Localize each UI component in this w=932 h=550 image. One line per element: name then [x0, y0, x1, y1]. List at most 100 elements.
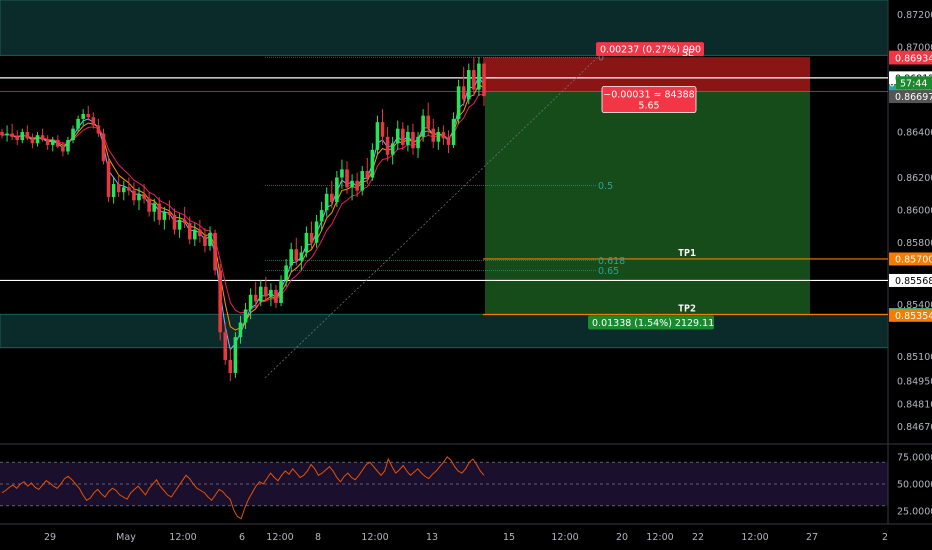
- candle-body: [319, 210, 324, 222]
- candle-body: [345, 169, 349, 188]
- candle-body: [50, 140, 55, 145]
- candle-body: [218, 270, 222, 333]
- rsi-line: [1, 456, 485, 520]
- time-tick-label: 12:00: [169, 532, 196, 543]
- time-tick-label: 22: [692, 532, 704, 543]
- candle-body: [132, 190, 136, 201]
- stop-loss-zone: [485, 57, 810, 92]
- candle-body: [314, 221, 319, 243]
- candle-body: [40, 135, 45, 141]
- take-profit-label: TP1: [678, 248, 696, 259]
- candle-body: [152, 203, 157, 212]
- candle-body: [294, 249, 299, 261]
- candle-body: [0, 131, 4, 136]
- candle-body: [401, 128, 405, 145]
- candle-body: [360, 171, 365, 191]
- candle-body: [15, 136, 20, 141]
- price-badge: [889, 273, 932, 287]
- candle-body: [101, 133, 106, 162]
- time-tick-label: 12:00: [551, 532, 578, 543]
- candle-body: [446, 138, 451, 145]
- candle-body: [264, 286, 268, 297]
- candle-body: [279, 280, 283, 303]
- candle-body: [466, 70, 471, 100]
- time-tick-label: 27: [806, 532, 818, 543]
- candle-body: [96, 125, 101, 134]
- price-badge: [889, 308, 932, 322]
- candle-body: [375, 122, 380, 150]
- time-tick-label: 12:00: [646, 532, 673, 543]
- candle-body: [25, 131, 30, 139]
- candle-body: [167, 211, 172, 215]
- entry-label-line1: −0.00031 ≈ 84388: [603, 90, 694, 101]
- candle-body: [274, 289, 278, 303]
- time-tick-label: 8: [315, 532, 321, 543]
- price-badge-label: 0.85568: [895, 276, 932, 287]
- candle-body: [76, 118, 80, 129]
- candle-body: [111, 184, 116, 198]
- stop-loss-label: 0.00237 (0.27%) 990: [600, 45, 701, 56]
- candle-body: [309, 232, 314, 243]
- candle-body: [71, 128, 75, 141]
- candle-body: [147, 198, 151, 212]
- time-tick-label: May: [116, 532, 136, 543]
- candle-body: [177, 219, 182, 230]
- candle-body: [461, 86, 466, 100]
- fib-level-label: 0.5: [598, 181, 613, 192]
- support-resistance-zone: [0, 0, 889, 56]
- candle-body: [436, 131, 441, 142]
- time-tick-label: 13: [426, 532, 438, 543]
- time-tick-label: 6: [239, 532, 245, 543]
- time-tick-label: 20: [616, 532, 628, 543]
- time-tick-label: 15: [503, 532, 515, 543]
- candle-body: [56, 140, 60, 147]
- candle-body: [365, 171, 370, 178]
- time-tick-label: 12:00: [266, 532, 293, 543]
- candles-layer: [0, 57, 486, 382]
- candle-body: [45, 140, 50, 145]
- candle-body: [416, 136, 420, 149]
- rsi-tick-label: 25.0000: [897, 507, 932, 518]
- candle-body: [451, 118, 456, 145]
- candle-body: [208, 232, 212, 246]
- candle-body: [370, 149, 375, 178]
- price-badge-label: 0.86697: [895, 92, 932, 103]
- candle-body: [228, 359, 233, 373]
- candle-body: [355, 180, 359, 191]
- take-profit-zone: [485, 91, 810, 315]
- moving-average-line: [1, 93, 485, 314]
- support-resistance-zone: [0, 313, 889, 349]
- rsi-tick-label: 75.0000: [897, 452, 932, 463]
- candle-body: [238, 322, 243, 338]
- drawing-layer: [0, 56, 888, 379]
- countdown-label: 57:44: [900, 78, 927, 89]
- price-badge: [889, 51, 932, 65]
- candle-body: [116, 184, 121, 193]
- rsi-layer: [1, 456, 485, 520]
- candle-body: [385, 136, 390, 155]
- candle-body: [284, 265, 288, 281]
- candle-body: [304, 232, 309, 253]
- candle-body: [157, 203, 162, 220]
- candle-body: [142, 193, 146, 199]
- candle-body: [406, 131, 410, 145]
- fib-trend-line: [264, 56, 599, 379]
- time-tick-label: 12:00: [741, 532, 768, 543]
- price-badge-label: 0.85700: [895, 254, 932, 265]
- entry-label-line2: 5.65: [638, 101, 659, 112]
- candle-body: [5, 133, 9, 136]
- time-tick-label: 2: [882, 532, 888, 543]
- candle-body: [426, 115, 430, 129]
- candle-body: [258, 286, 263, 302]
- price-badge: [889, 90, 932, 104]
